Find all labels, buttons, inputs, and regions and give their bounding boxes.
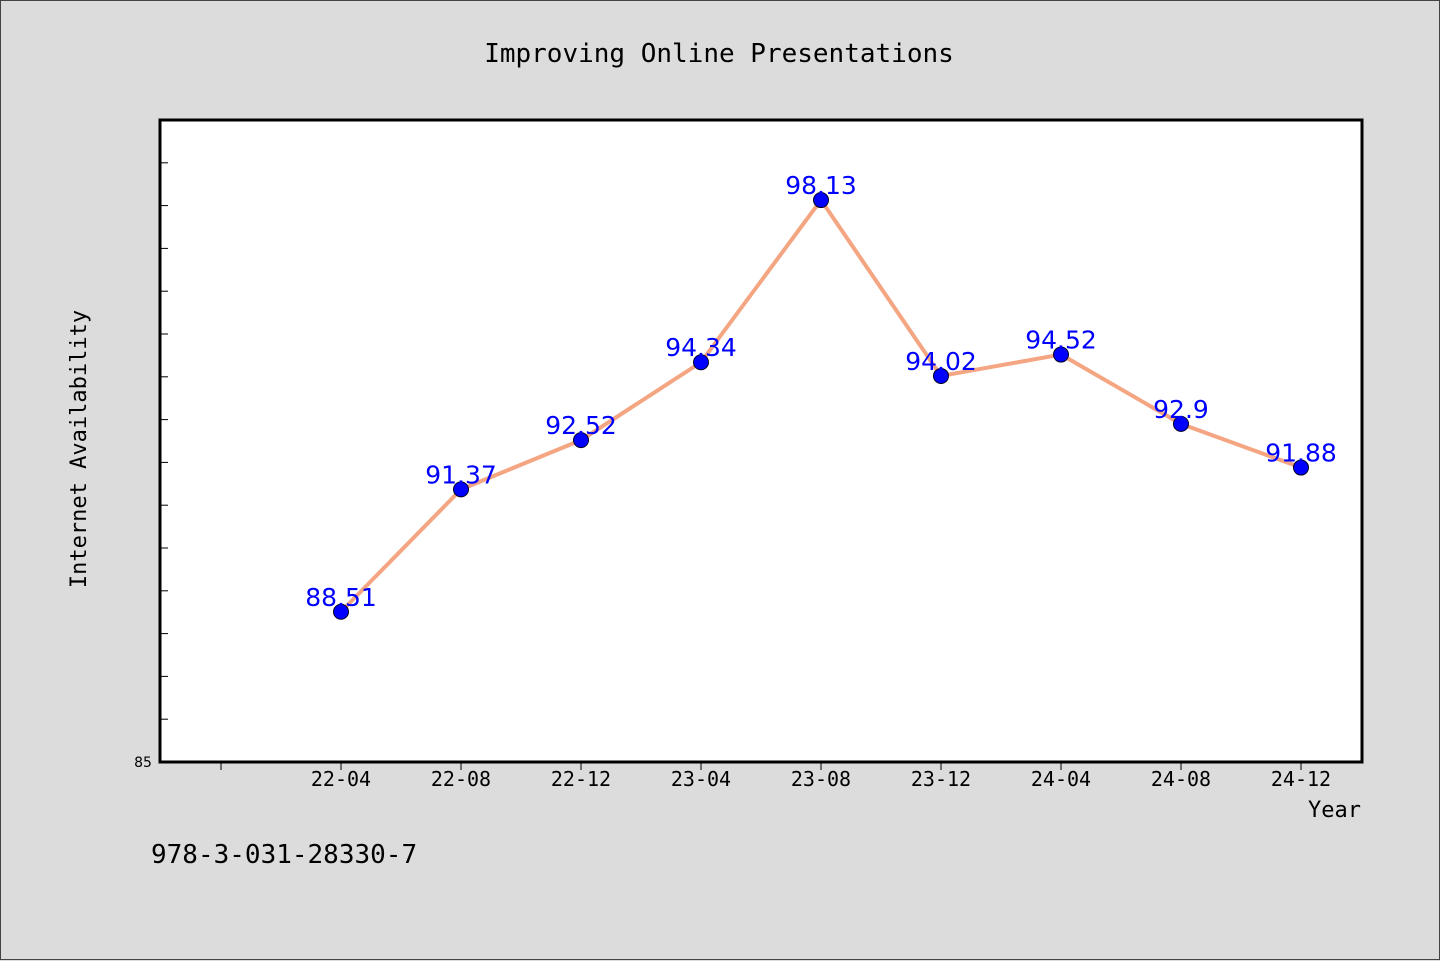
data-labels-group: 88.51 91.37 92.52 94.34 98.13 94.02 94.52 92.9 9… [305, 171, 1337, 612]
chart-title: Improving Online Presentations [484, 39, 954, 69]
data-label: 91.37 [425, 460, 497, 489]
x-tick-label: 22-08 [431, 767, 491, 791]
data-label: 98.13 [785, 171, 857, 200]
data-point [333, 603, 349, 620]
data-point [1293, 459, 1309, 476]
x-tick-label: 23-04 [671, 767, 731, 791]
y-tick-label-min: 85 [134, 755, 152, 771]
plot-area [158, 118, 1364, 764]
data-label: 92.9 [1153, 395, 1209, 424]
x-tick-label: 24-04 [1031, 767, 1091, 791]
y-axis-ticks [160, 162, 168, 720]
x-tick-label: 23-12 [911, 767, 971, 791]
data-label: 88.51 [305, 583, 377, 612]
x-tick-label: 22-04 [311, 767, 371, 791]
data-point [453, 481, 469, 498]
data-point [813, 192, 829, 209]
data-label: 94.52 [1025, 326, 1097, 355]
x-tick-label: 22-12 [551, 767, 611, 791]
x-axis-ticks: 22-04 22-08 22-12 23-04 23-08 23-12 24-04 24-08… [220, 762, 1331, 791]
data-point [693, 354, 709, 371]
data-point [933, 367, 949, 384]
data-label: 91.88 [1265, 439, 1337, 468]
data-label: 94.34 [665, 333, 737, 362]
data-point [1053, 346, 1069, 363]
x-axis-label: Year [1308, 798, 1361, 823]
series-points-group [333, 192, 1309, 620]
data-label: 92.52 [545, 411, 617, 440]
x-tick-label: 24-12 [1271, 767, 1331, 791]
data-point [573, 432, 589, 449]
x-tick-label: 23-08 [791, 767, 851, 791]
data-label: 94.02 [905, 347, 977, 376]
data-point [1173, 415, 1189, 432]
x-tick-label: 24-08 [1151, 767, 1211, 791]
isbn-text: 978-3-031-28330-7 [151, 840, 417, 870]
y-axis-label: Internet Availability [67, 310, 92, 588]
